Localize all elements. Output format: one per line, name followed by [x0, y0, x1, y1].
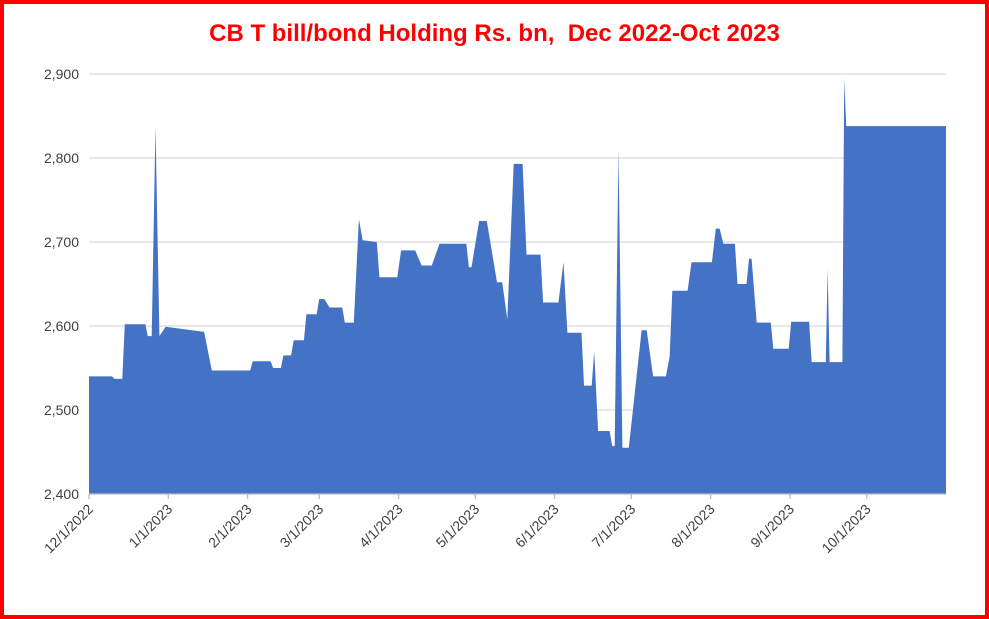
x-axis-tick-label: 2/1/2023: [205, 501, 255, 551]
x-axis-tick-label: 7/1/2023: [589, 501, 639, 551]
area-series: [89, 78, 946, 494]
x-axis-tick-label: 8/1/2023: [668, 501, 718, 551]
chart-title: CB T bill/bond Holding Rs. bn, Dec 2022-…: [209, 20, 780, 47]
y-axis-tick-label: 2,800: [44, 150, 79, 166]
y-axis-tick-label: 2,900: [44, 66, 79, 82]
x-axis-tick-label: 4/1/2023: [356, 501, 406, 551]
y-axis-tick-label: 2,500: [44, 402, 79, 418]
x-axis-tick-label: 9/1/2023: [747, 501, 797, 551]
x-axis-tick-label: 12/1/2022: [41, 501, 97, 557]
x-axis-tick-label: 5/1/2023: [433, 501, 483, 551]
x-axis-tick-label: 10/1/2023: [818, 501, 874, 557]
y-axis-tick-label: 2,600: [44, 318, 79, 334]
y-axis-tick-label: 2,400: [44, 486, 79, 502]
area-chart: 2,400 2,500 2,600 2,700 2,800 2,900 12/1/2022 1…: [41, 66, 946, 557]
y-axis-tick-label: 2,700: [44, 234, 79, 250]
x-axis-tick-label: 3/1/2023: [277, 501, 327, 551]
x-axis-tick-label: 6/1/2023: [512, 501, 562, 551]
x-axis-tick-label: 1/1/2023: [126, 501, 176, 551]
